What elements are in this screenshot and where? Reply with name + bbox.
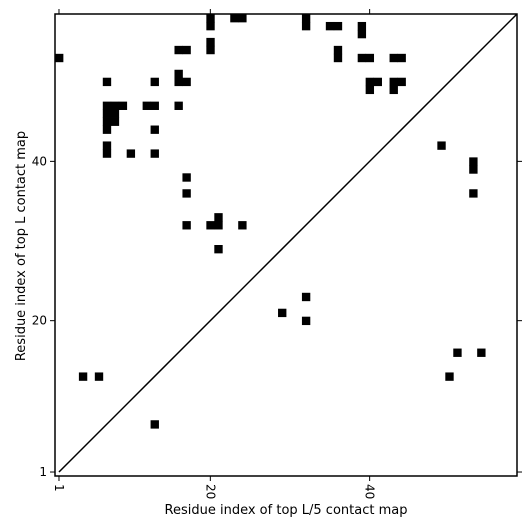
y-axis-label: Residue index of top L contact map xyxy=(14,131,29,361)
contact-cell-lower xyxy=(469,157,478,166)
y-tick-label: 20 xyxy=(32,314,47,328)
contact-cell-lower xyxy=(278,308,287,318)
contact-cell-upper xyxy=(150,125,159,134)
contact-cell-upper xyxy=(110,109,120,118)
contact-cell-upper xyxy=(102,141,112,150)
contact-cell-upper xyxy=(365,53,375,63)
contact-cell-upper xyxy=(357,29,367,39)
contact-cell-upper xyxy=(325,21,335,31)
contact-cell-upper xyxy=(389,85,398,95)
contact-cell-upper xyxy=(102,117,112,126)
contact-cell-lower xyxy=(453,348,462,357)
contact-cell-upper xyxy=(142,101,151,110)
x-axis-label: Residue index of top L/5 contact map xyxy=(165,503,408,518)
contact-cell-upper xyxy=(126,149,136,158)
contact-cell-lower xyxy=(469,189,478,198)
contact-cell-lower xyxy=(150,420,159,429)
contact-cell-upper xyxy=(214,245,223,254)
contact-cell-upper xyxy=(102,149,112,158)
contact-cell-upper xyxy=(182,77,191,87)
contact-cell-upper xyxy=(102,125,112,134)
contact-cell-upper xyxy=(102,109,112,118)
contact-cell-upper xyxy=(118,101,128,110)
contact-cell-upper xyxy=(365,85,375,95)
contact-cell-upper xyxy=(214,213,223,222)
contact-cell-upper xyxy=(110,101,120,110)
plot-frame xyxy=(54,13,518,477)
contact-cell-upper xyxy=(389,53,398,63)
contact-cell-lower xyxy=(469,165,478,174)
contact-cell-lower xyxy=(437,141,446,150)
contact-cell-upper xyxy=(174,45,183,55)
contact-cell-upper xyxy=(206,37,215,47)
contact-cell-upper xyxy=(206,14,215,23)
contact-cell-upper xyxy=(174,77,183,87)
x-tick-label: 40 xyxy=(363,484,377,499)
contact-cell-upper xyxy=(214,221,223,230)
contact-cell-upper xyxy=(150,77,159,87)
contact-cell-upper xyxy=(182,173,191,182)
contact-cell-upper xyxy=(397,77,406,87)
diagonal-line xyxy=(58,13,518,473)
contact-cell-upper xyxy=(230,14,239,23)
contact-cell-lower xyxy=(78,372,88,381)
contact-cell-upper xyxy=(357,21,367,31)
contact-cell-upper xyxy=(238,221,247,230)
contact-cell-upper xyxy=(389,77,398,87)
contact-cell-upper xyxy=(333,45,343,55)
ticks: 1 20 40 1 20 40 xyxy=(32,9,522,499)
y-tick-label: 1 xyxy=(39,465,47,479)
contact-cell-upper xyxy=(365,77,375,87)
contact-cell-upper xyxy=(373,77,382,87)
contact-cell-upper xyxy=(206,45,215,55)
contact-cell-upper xyxy=(333,53,343,63)
contact-cell-upper xyxy=(397,53,406,63)
contact-cell-upper xyxy=(238,14,247,23)
plot-area xyxy=(55,13,518,473)
contact-cell-upper xyxy=(55,53,64,63)
contact-cell-upper xyxy=(182,221,191,230)
contact-cell-upper xyxy=(150,149,159,158)
contact-cell-upper xyxy=(174,69,183,79)
contact-cell-lower xyxy=(445,372,454,381)
contact-cell-upper xyxy=(357,53,367,63)
contact-cell-upper xyxy=(150,101,159,110)
contact-cell-lower xyxy=(301,316,311,326)
contact-cell-upper xyxy=(174,101,183,110)
x-tick-label: 20 xyxy=(203,484,217,499)
contact-cell-upper xyxy=(182,45,191,55)
contact-cell-upper xyxy=(301,14,311,23)
contact-cell-upper xyxy=(102,101,112,110)
y-tick-label: 40 xyxy=(32,154,47,168)
contact-cell-upper xyxy=(333,21,343,31)
contact-cell-upper xyxy=(102,77,112,87)
contact-cell-lower xyxy=(94,372,104,381)
contact-cell-lower xyxy=(477,348,486,357)
contact-cell-upper xyxy=(182,189,191,198)
contact-cell-upper xyxy=(110,117,120,126)
contact-cell-lower xyxy=(301,292,311,302)
x-tick-label: 1 xyxy=(52,484,66,492)
contact-cell-upper xyxy=(301,21,311,31)
contact-cell-upper xyxy=(206,21,215,31)
contact-cell-upper xyxy=(206,221,215,230)
